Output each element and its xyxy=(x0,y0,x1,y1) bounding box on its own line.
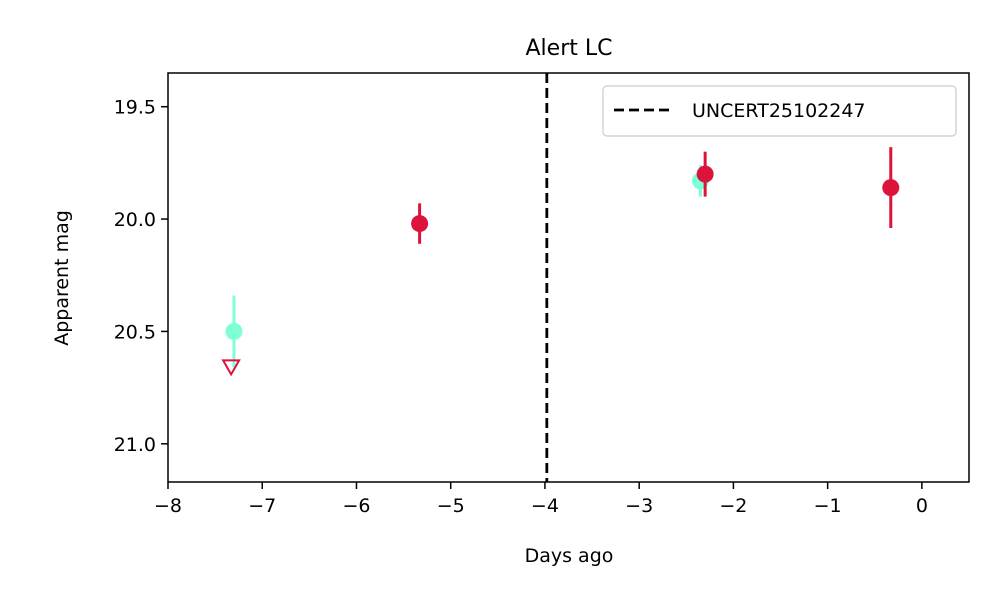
chart-title: Alert LC xyxy=(526,36,613,61)
upper-limit-marker xyxy=(221,359,241,377)
x-axis-label: Days ago xyxy=(525,545,614,567)
data-point xyxy=(696,165,714,183)
plot-area xyxy=(221,73,900,482)
data-point xyxy=(411,215,429,233)
x-tick-label: −7 xyxy=(248,495,276,517)
x-tick-label: −2 xyxy=(719,495,747,517)
legend-label: UNCERT25102247 xyxy=(692,100,866,122)
y-axis-label: Apparent mag xyxy=(51,210,73,346)
data-point xyxy=(225,322,243,340)
y-tick-label: 21.0 xyxy=(114,434,156,456)
x-tick-label: −8 xyxy=(154,495,182,517)
y-axis: 19.5 20.0 20.5 21.0 xyxy=(114,97,168,456)
legend: UNCERT25102247 xyxy=(602,85,957,137)
y-tick-label: 19.5 xyxy=(114,97,156,119)
x-tick-label: −3 xyxy=(625,495,653,517)
x-tick-label: −6 xyxy=(342,495,370,517)
x-tick-label: −5 xyxy=(437,495,465,517)
plot-frame xyxy=(167,72,970,483)
legend-frame xyxy=(602,85,957,137)
x-tick-label: −1 xyxy=(814,495,842,517)
data-point xyxy=(882,179,900,197)
y-tick-label: 20.0 xyxy=(114,209,156,231)
x-tick-label: 0 xyxy=(916,495,928,517)
y-tick-label: 20.5 xyxy=(114,321,156,343)
x-axis: −8 −7 −6 −5 −4 −3 −2 −1 0 xyxy=(154,482,928,517)
x-tick-label: −4 xyxy=(531,495,559,517)
